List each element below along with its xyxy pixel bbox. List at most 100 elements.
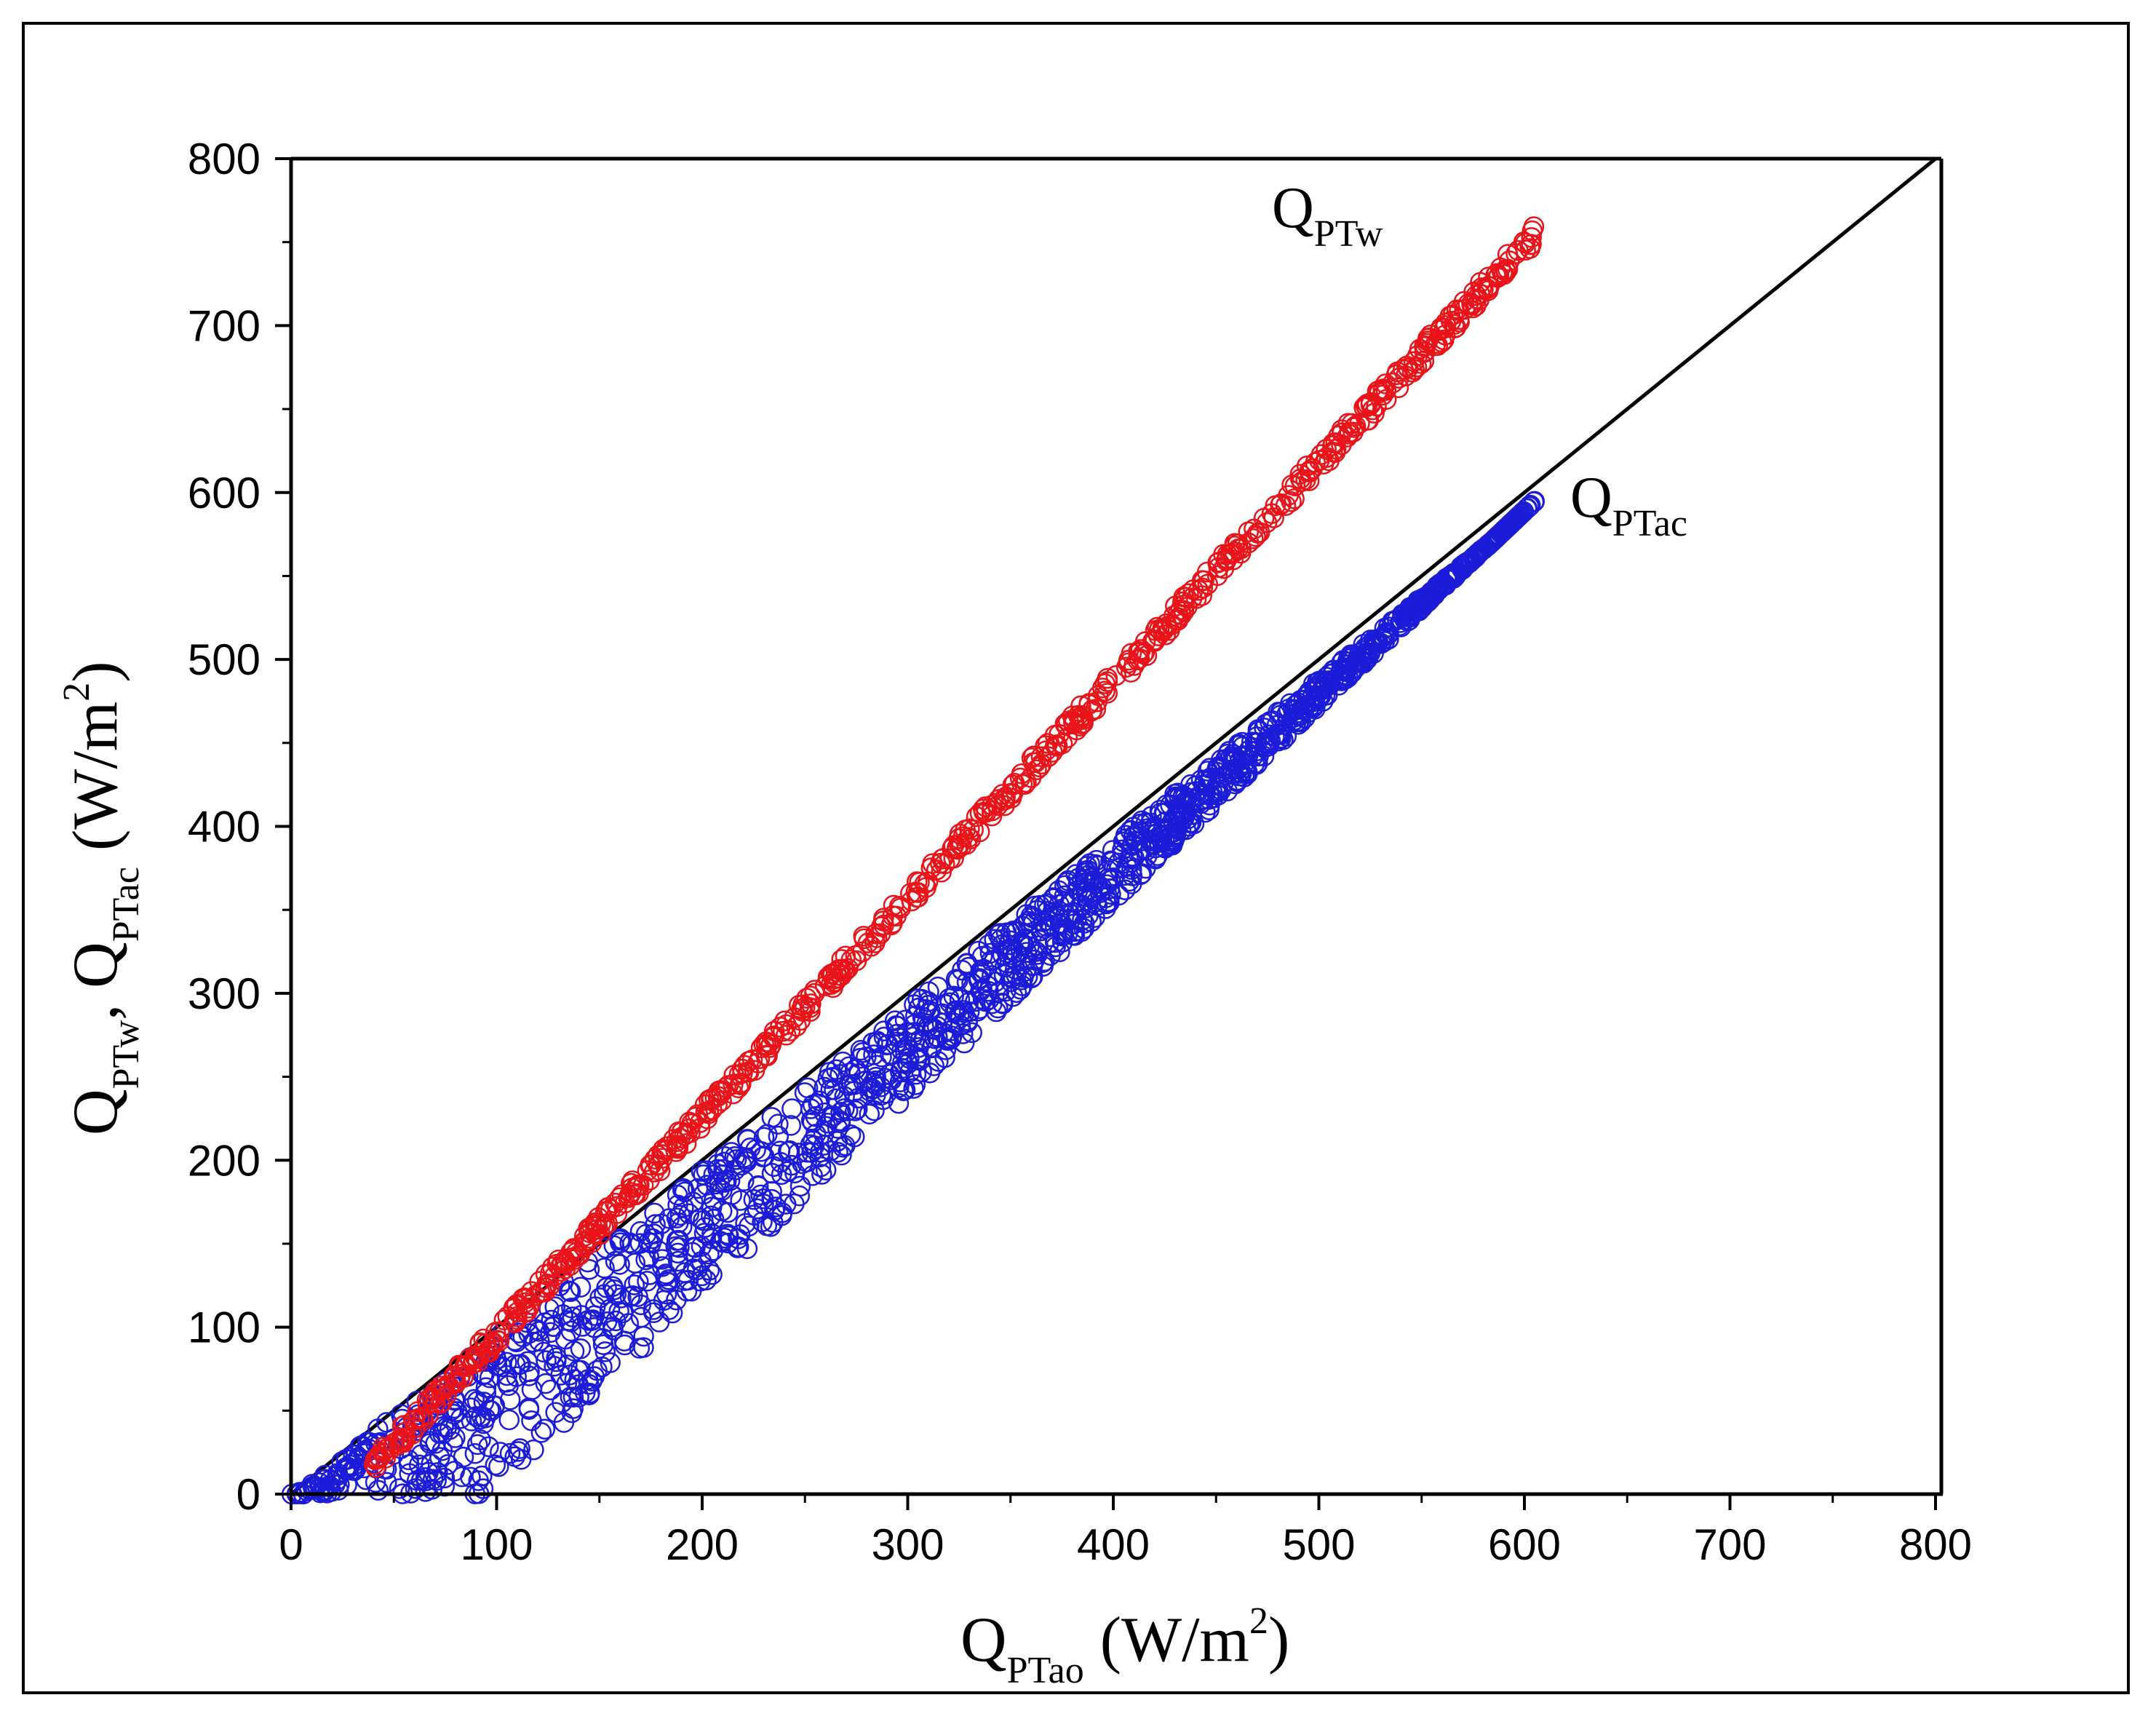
qptac-point: [761, 1162, 783, 1184]
qptac-point: [472, 1465, 493, 1487]
qptw-point: [1148, 625, 1169, 646]
qptac-point: [1500, 513, 1521, 535]
y-tick-label: 700: [188, 301, 260, 350]
qptac-point: [1152, 825, 1173, 847]
qptac-point: [736, 1129, 758, 1150]
qptac-point: [661, 1302, 683, 1324]
qptw-point: [1134, 631, 1156, 652]
qptac-point: [1064, 921, 1086, 942]
qptac-point: [863, 1044, 884, 1065]
qptac-point: [835, 1135, 856, 1156]
qptac-point: [1319, 672, 1340, 694]
qptac-point: [939, 988, 960, 1009]
qptac-point: [445, 1427, 466, 1448]
qptac-point: [425, 1433, 446, 1454]
qptw-point: [1163, 605, 1185, 627]
qptac-point: [677, 1269, 699, 1291]
qptac-point: [1185, 775, 1206, 797]
qptac-point: [735, 1212, 756, 1234]
qptac-point: [1021, 967, 1042, 988]
qptac-point: [971, 978, 993, 1000]
qptac-point: [554, 1328, 576, 1350]
qptw-point: [947, 838, 968, 860]
qptac-point: [902, 1026, 923, 1048]
qptac-point: [1113, 831, 1134, 852]
qptw-point: [864, 932, 886, 953]
qptw-point: [1316, 439, 1337, 460]
qptac-point: [596, 1311, 618, 1333]
qptac-point: [603, 1279, 625, 1301]
qptac-point: [771, 1164, 792, 1186]
qptac-point: [761, 1107, 783, 1128]
qptac-point: [945, 969, 967, 990]
qptw-point: [1360, 392, 1382, 413]
qptac-point: [768, 1125, 789, 1147]
qptac-point: [701, 1223, 723, 1244]
qptw-point: [1092, 678, 1113, 699]
qptac-point: [470, 1429, 491, 1450]
qptac-point: [521, 1410, 542, 1432]
qptac-point: [1038, 932, 1059, 954]
y-tick-label: 500: [188, 635, 260, 684]
qptac-point: [1268, 730, 1289, 752]
qptw-point: [364, 1453, 385, 1475]
qptac-point: [685, 1236, 706, 1258]
qptac-point: [1163, 830, 1185, 852]
x-tick-label: 600: [1488, 1520, 1561, 1569]
qptac-point: [701, 1264, 723, 1285]
qptac-point: [733, 1170, 755, 1191]
qptw-point: [985, 793, 1007, 814]
qptac-point: [768, 1113, 789, 1135]
x-tick-label: 400: [1077, 1520, 1150, 1569]
qptw-point: [1243, 528, 1264, 549]
qptw-point: [1145, 630, 1166, 651]
qptac-point: [1384, 610, 1405, 632]
qptac-point: [659, 1299, 680, 1320]
qptac-point: [753, 1194, 774, 1215]
qptac-point: [935, 1039, 957, 1060]
qptw-point: [1155, 613, 1177, 635]
qptac-point: [475, 1377, 497, 1398]
qptac-point: [644, 1202, 665, 1224]
qptac-point: [1237, 763, 1258, 785]
qptac-point: [805, 1105, 827, 1127]
qptac-point: [1136, 840, 1157, 861]
qptac-point: [704, 1189, 725, 1211]
qptac-point: [499, 1442, 521, 1464]
qptac-point: [784, 1162, 805, 1184]
qptac-point: [672, 1179, 693, 1201]
y-tick-label: 600: [188, 469, 260, 517]
qptac-point: [918, 1002, 939, 1024]
qptac-point: [779, 1140, 800, 1162]
qptac-point: [1207, 785, 1229, 806]
qptw-point: [1175, 587, 1196, 608]
qptw-point: [1046, 734, 1067, 755]
qptac-point: [475, 1382, 497, 1404]
qptw-point: [647, 1154, 669, 1175]
qptac-point: [595, 1237, 617, 1259]
qptac-point: [335, 1458, 356, 1480]
qptac-point: [819, 1062, 840, 1083]
qptac-point: [346, 1444, 367, 1466]
qptac-point: [557, 1354, 578, 1375]
qptw-point: [1191, 570, 1213, 591]
x-tick-label: 300: [871, 1520, 944, 1569]
qptac-point: [789, 1175, 811, 1197]
qptac-point: [1070, 895, 1091, 917]
qptw-point: [737, 1061, 758, 1083]
qptac-point: [1363, 630, 1385, 651]
qptac-point: [496, 1371, 518, 1393]
qptw-point: [1097, 667, 1118, 689]
qptw-point: [1281, 491, 1302, 512]
qptac-point: [405, 1478, 426, 1499]
qptw-point: [795, 996, 816, 1018]
qptw-point: [760, 1034, 782, 1055]
qptac-point: [911, 989, 933, 1010]
qptac-point: [592, 1334, 614, 1355]
qptac-point: [811, 1164, 832, 1185]
qptac-point: [1131, 810, 1153, 832]
qptw-point: [701, 1099, 723, 1121]
y-tick-label: 800: [188, 135, 260, 183]
qptac-point: [1097, 860, 1119, 881]
qptw-point: [575, 1234, 596, 1255]
